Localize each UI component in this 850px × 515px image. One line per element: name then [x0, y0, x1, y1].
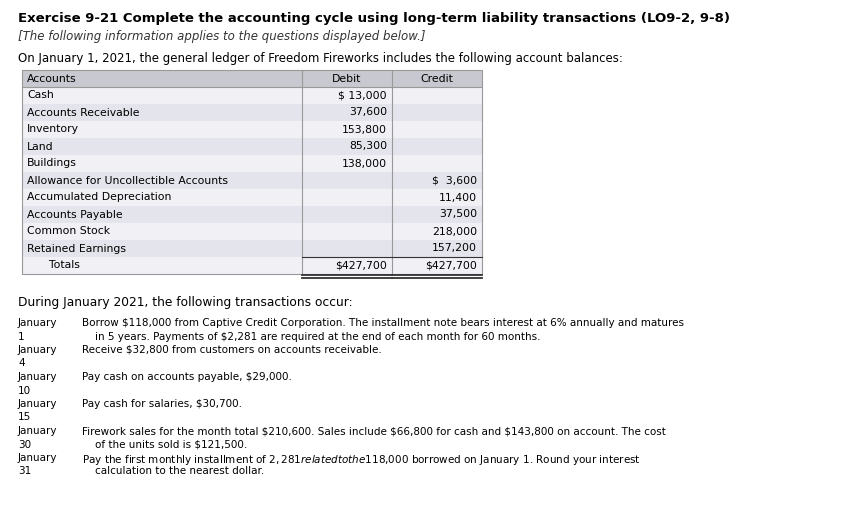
Text: Receive $32,800 from customers on accounts receivable.: Receive $32,800 from customers on accoun… — [82, 345, 382, 355]
Text: 11,400: 11,400 — [439, 193, 477, 202]
Text: of the units sold is $121,500.: of the units sold is $121,500. — [82, 439, 247, 450]
Text: 153,800: 153,800 — [342, 125, 387, 134]
Bar — [22, 87, 482, 104]
Text: Retained Earnings: Retained Earnings — [27, 244, 126, 253]
Text: Inventory: Inventory — [27, 125, 79, 134]
Text: Accounts Receivable: Accounts Receivable — [27, 108, 139, 117]
Text: Accounts Payable: Accounts Payable — [27, 210, 122, 219]
Text: 157,200: 157,200 — [432, 244, 477, 253]
Bar — [22, 70, 482, 274]
Text: Debit: Debit — [332, 74, 362, 83]
Bar — [22, 121, 482, 138]
Text: January: January — [18, 426, 58, 436]
Text: Cash: Cash — [27, 91, 54, 100]
Text: Borrow $118,000 from Captive Credit Corporation. The installment note bears inte: Borrow $118,000 from Captive Credit Corp… — [82, 318, 684, 328]
Text: 37,500: 37,500 — [439, 210, 477, 219]
Text: Firework sales for the month total $210,600. Sales include $66,800 for cash and : Firework sales for the month total $210,… — [82, 426, 666, 436]
Text: Exercise 9-21 Complete the accounting cycle using long-term liability transactio: Exercise 9-21 Complete the accounting cy… — [18, 12, 730, 25]
Text: 138,000: 138,000 — [342, 159, 387, 168]
Bar — [22, 70, 482, 87]
Text: Buildings: Buildings — [27, 159, 76, 168]
Text: Land: Land — [27, 142, 54, 151]
Bar — [22, 189, 482, 206]
Bar — [22, 223, 482, 240]
Bar — [22, 206, 482, 223]
Text: 10: 10 — [18, 386, 31, 396]
Text: During January 2021, the following transactions occur:: During January 2021, the following trans… — [18, 296, 353, 309]
Text: January: January — [18, 399, 58, 409]
Text: $427,700: $427,700 — [335, 261, 387, 270]
Text: $ 13,000: $ 13,000 — [338, 91, 387, 100]
Bar — [22, 155, 482, 172]
Text: 1: 1 — [18, 332, 25, 341]
Text: 15: 15 — [18, 413, 31, 422]
Bar — [22, 240, 482, 257]
Text: January: January — [18, 372, 58, 382]
Text: Common Stock: Common Stock — [27, 227, 110, 236]
Text: Accumulated Depreciation: Accumulated Depreciation — [27, 193, 172, 202]
Text: Allowance for Uncollectible Accounts: Allowance for Uncollectible Accounts — [27, 176, 228, 185]
Bar — [22, 104, 482, 121]
Text: January: January — [18, 453, 58, 463]
Text: 4: 4 — [18, 358, 25, 369]
Text: 85,300: 85,300 — [348, 142, 387, 151]
Text: Pay cash for salaries, $30,700.: Pay cash for salaries, $30,700. — [82, 399, 242, 409]
Text: Pay the first monthly installment of $2,281 related to the $118,000 borrowed on : Pay the first monthly installment of $2,… — [82, 453, 641, 467]
Bar — [22, 172, 482, 189]
Text: 37,600: 37,600 — [348, 108, 387, 117]
Text: January: January — [18, 318, 58, 328]
Text: Totals: Totals — [42, 261, 80, 270]
Text: in 5 years. Payments of $2,281 are required at the end of each month for 60 mont: in 5 years. Payments of $2,281 are requi… — [82, 332, 541, 341]
Text: calculation to the nearest dollar.: calculation to the nearest dollar. — [82, 467, 264, 476]
Text: Pay cash on accounts payable, $29,000.: Pay cash on accounts payable, $29,000. — [82, 372, 292, 382]
Text: On January 1, 2021, the general ledger of Freedom Fireworks includes the followi: On January 1, 2021, the general ledger o… — [18, 52, 623, 65]
Bar — [22, 138, 482, 155]
Text: 31: 31 — [18, 467, 31, 476]
Text: 30: 30 — [18, 439, 31, 450]
Text: 218,000: 218,000 — [432, 227, 477, 236]
Bar — [22, 257, 482, 274]
Text: Accounts: Accounts — [27, 74, 76, 83]
Text: $  3,600: $ 3,600 — [432, 176, 477, 185]
Text: January: January — [18, 345, 58, 355]
Text: $427,700: $427,700 — [425, 261, 477, 270]
Text: [The following information applies to the questions displayed below.]: [The following information applies to th… — [18, 30, 426, 43]
Text: Credit: Credit — [421, 74, 453, 83]
